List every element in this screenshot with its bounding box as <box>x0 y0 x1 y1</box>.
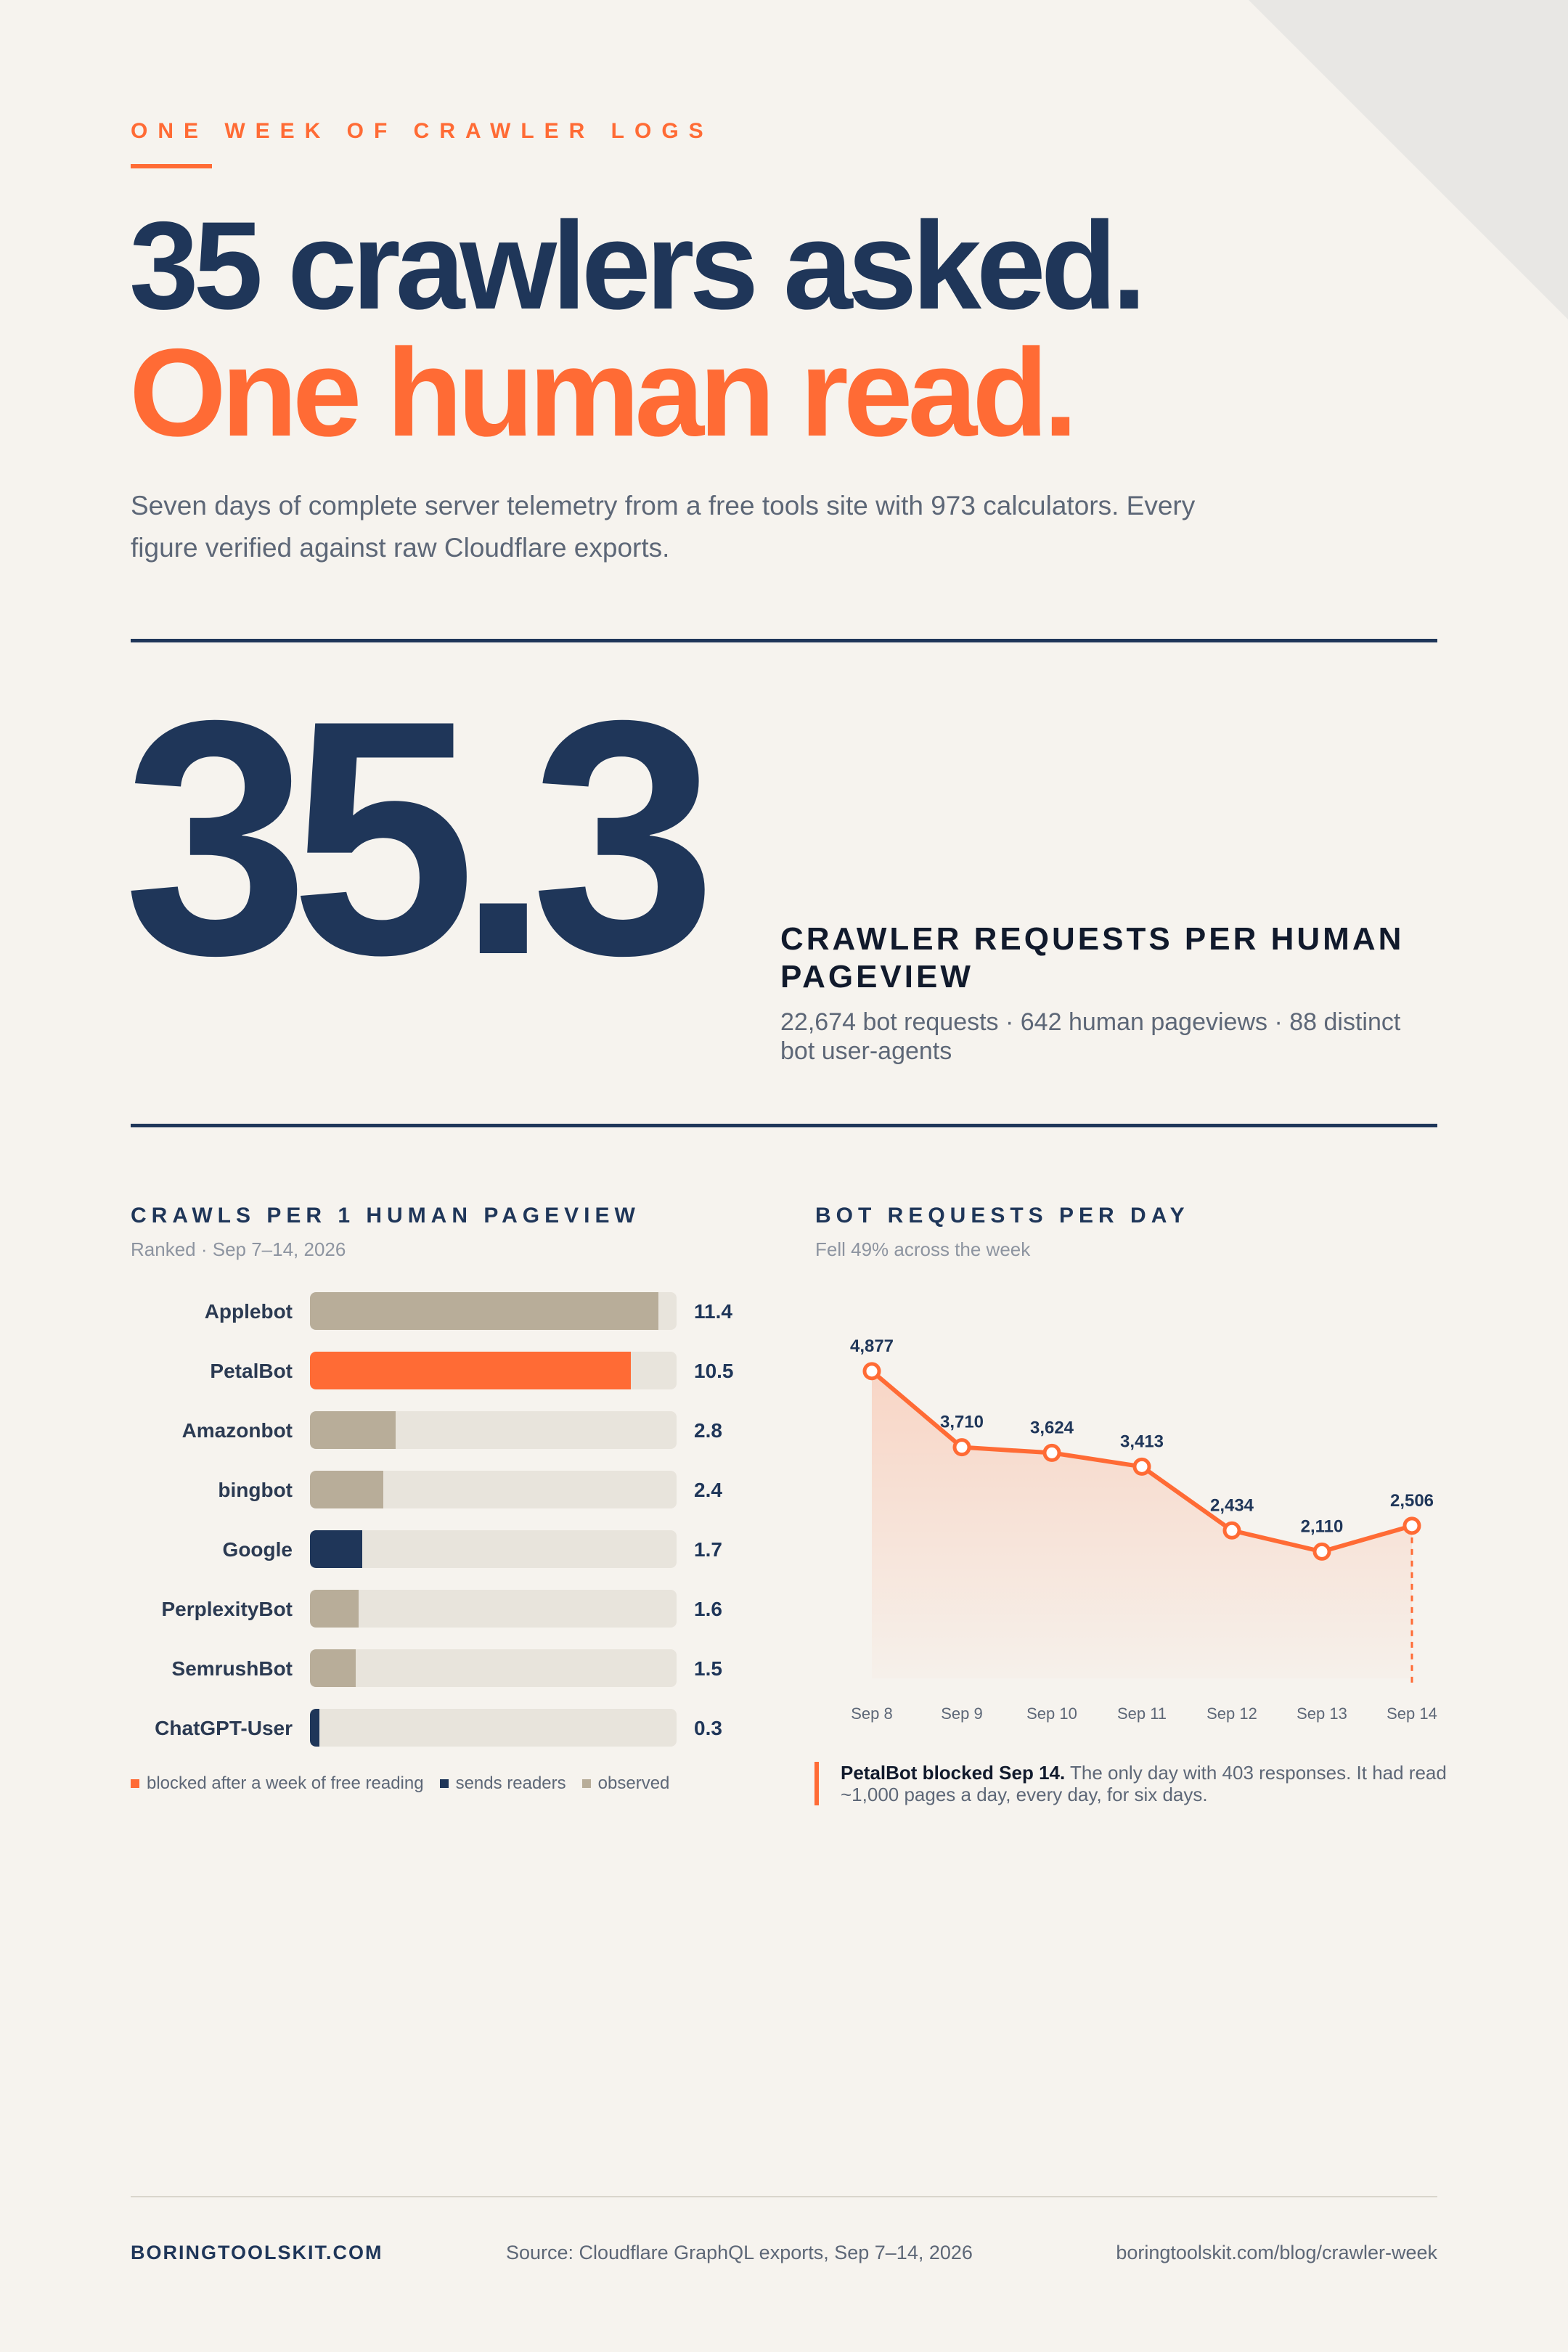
annotation-bold: PetalBot blocked Sep 14. <box>841 1762 1066 1784</box>
legend-label-observed: observed <box>597 1773 670 1793</box>
divider-top <box>131 639 1437 642</box>
bar-label: PetalBot <box>210 1360 293 1382</box>
bar-track <box>310 1411 677 1449</box>
bar-label: Amazonbot <box>181 1419 293 1442</box>
bar-label: PerplexityBot <box>161 1598 293 1620</box>
x-tick-label: Sep 14 <box>1387 1704 1437 1723</box>
legend-item-observed: observed <box>581 1773 670 1794</box>
data-point <box>862 1362 881 1381</box>
data-label: 3,413 <box>1120 1432 1164 1451</box>
headline-line-1: 35 crawlers asked. <box>129 196 1146 335</box>
bar-track <box>310 1292 677 1330</box>
line-chart-title: BOT REQUESTS PER DAY <box>815 1204 1190 1228</box>
bar-value-label: 2.8 <box>694 1419 722 1442</box>
x-tick-label: Sep 13 <box>1297 1704 1347 1723</box>
data-label: 3,624 <box>1030 1418 1074 1437</box>
bar-track <box>310 1352 677 1389</box>
data-point <box>1312 1542 1331 1561</box>
headline-line-2: One human read. <box>129 323 1078 462</box>
data-point <box>1402 1516 1421 1535</box>
annotation-note: PetalBot blocked Sep 14. The only day wi… <box>814 1762 1465 1805</box>
legend-item-sends: sends readers <box>439 1773 566 1794</box>
bar-track <box>310 1709 677 1747</box>
bar-track <box>310 1471 677 1508</box>
data-label: 4,877 <box>850 1336 894 1356</box>
kicker-underline <box>131 164 212 168</box>
hero-stats: 22,674 bot requests · 642 human pageview… <box>780 1008 1401 1065</box>
bar <box>310 1352 631 1389</box>
legend-item-blocked: blocked after a week of free reading <box>131 1773 424 1794</box>
divider-bottom <box>131 1124 1437 1127</box>
x-tick-label: Sep 12 <box>1206 1704 1257 1723</box>
bar-track <box>310 1590 677 1628</box>
bar-label: ChatGPT-User <box>155 1717 293 1739</box>
bar-value-label: 10.5 <box>694 1360 734 1382</box>
line-area <box>872 1371 1412 1678</box>
data-label: 2,110 <box>1301 1516 1344 1536</box>
bar-label: bingbot <box>218 1479 293 1501</box>
data-label: 2,506 <box>1390 1491 1434 1511</box>
kicker: ONE WEEK OF CRAWLER LOGS <box>131 119 714 143</box>
footer-source: Source: Cloudflare GraphQL exports, Sep … <box>506 2242 973 2263</box>
bar-value-label: 0.3 <box>694 1717 722 1739</box>
bar-chart-legend: blocked after a week of free reading sen… <box>131 1773 685 1794</box>
line-chart-subtitle: Fell 49% across the week <box>815 1238 1031 1260</box>
bar <box>310 1411 396 1449</box>
line-chart: 4,877 Sep 8 3,710 Sep 9 3,624 Sep 10 3,413 Sep … <box>850 1336 1437 1723</box>
legend-swatch-blocked <box>131 1779 139 1788</box>
bar-value-label: 1.6 <box>694 1598 722 1620</box>
annotation-text: The only day with 403 responses. It had … <box>841 1762 1447 1805</box>
legend-swatch-sends <box>439 1779 449 1788</box>
bar-value-label: 11.4 <box>694 1300 732 1323</box>
x-tick-label: Sep 9 <box>941 1704 983 1723</box>
bar <box>310 1292 658 1330</box>
bar-chart-title: CRAWLS PER 1 HUMAN PAGEVIEW <box>131 1204 640 1228</box>
bar <box>310 1530 362 1568</box>
x-tick-label: Sep 11 <box>1117 1704 1167 1723</box>
data-label: 2,434 <box>1210 1495 1254 1515</box>
bar <box>310 1709 319 1747</box>
lede-paragraph: Seven days of complete server telemetry … <box>131 491 1196 563</box>
bar <box>310 1471 383 1508</box>
bar-label: Google <box>222 1538 293 1561</box>
data-label: 3,710 <box>940 1413 984 1432</box>
bar-track <box>310 1530 677 1568</box>
corner-decoration <box>1249 0 1568 319</box>
hero-number: 35.3 <box>123 652 716 1024</box>
legend-swatch-observed <box>581 1779 591 1788</box>
bar <box>310 1649 356 1687</box>
data-point <box>1042 1443 1061 1462</box>
hero-label: CRAWLER REQUESTS PER HUMAN PAGEVIEW <box>780 921 1405 995</box>
legend-label-blocked: blocked after a week of free reading <box>147 1773 424 1793</box>
bar-value-label: 1.7 <box>694 1538 722 1561</box>
footer-divider <box>131 2196 1437 2197</box>
x-tick-label: Sep 10 <box>1026 1704 1077 1723</box>
bar-label: Applebot <box>204 1300 293 1323</box>
footer-brand[interactable]: BORINGTOOLSKIT.COM <box>131 2242 383 2263</box>
bar-label: SemrushBot <box>171 1657 293 1680</box>
x-tick-label: Sep 8 <box>851 1704 893 1723</box>
footer-url[interactable]: boringtoolskit.com/blog/crawler-week <box>1116 2242 1437 2263</box>
bar-chart-subtitle: Ranked · Sep 7–14, 2026 <box>131 1238 346 1260</box>
bar-value-label: 1.5 <box>694 1657 722 1680</box>
data-point <box>1132 1457 1151 1476</box>
data-point <box>952 1438 971 1457</box>
bar <box>310 1590 359 1628</box>
legend-label-sends: sends readers <box>455 1773 566 1793</box>
data-point <box>1222 1521 1241 1540</box>
bar-track <box>310 1649 677 1687</box>
bar-value-label: 2.4 <box>694 1479 722 1501</box>
